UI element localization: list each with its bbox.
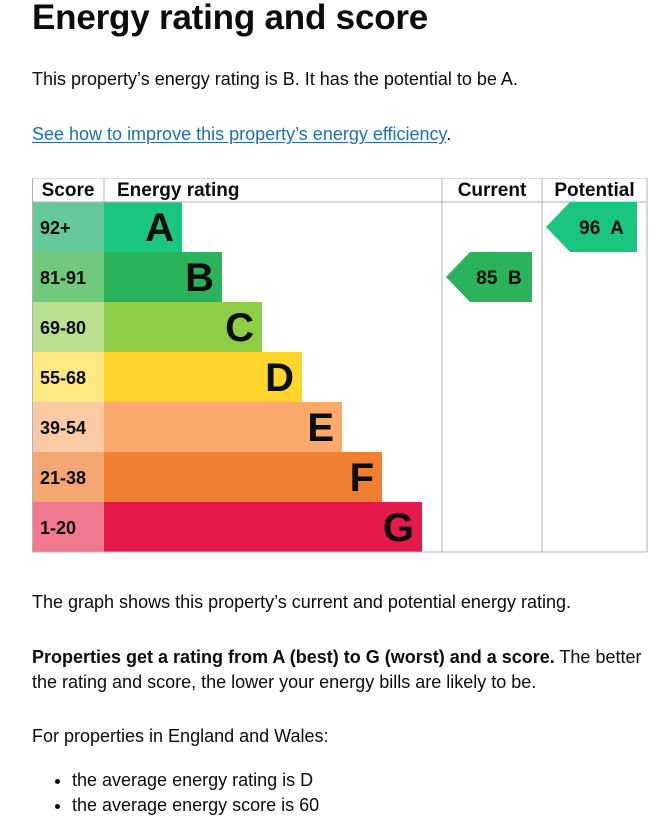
improve-link-suffix: . (446, 124, 452, 144)
score-cell-g (32, 502, 104, 552)
score-cell-b (32, 252, 104, 302)
score-range-a: 92+ (40, 218, 71, 238)
potential-rating-label: 96 A (579, 218, 624, 239)
band-letter-f: F (350, 456, 374, 500)
header-energy-rating: Energy rating (117, 180, 239, 201)
page-title: Energy rating and score (32, 0, 429, 37)
band-letter-a: A (145, 206, 174, 250)
score-range-b: 81-91 (40, 268, 86, 288)
potential-rating-arrow (546, 202, 637, 252)
score-range-e: 39-54 (40, 418, 86, 438)
score-range-d: 55-68 (40, 368, 86, 388)
band-bar-c (104, 302, 262, 352)
list-item: the average energy score is 60 (72, 793, 319, 818)
band-bar-d (104, 352, 302, 402)
band-letter-c: C (225, 306, 254, 350)
intro-text: This property’s energy rating is B. It h… (32, 69, 518, 89)
graph-note: The graph shows this property’s current … (32, 592, 571, 612)
score-cell-d (32, 352, 104, 402)
score-range-g: 1-20 (40, 518, 76, 538)
ratings-bold-text: Properties get a rating from A (best) to… (32, 647, 555, 667)
band-letter-b: B (185, 256, 214, 300)
score-range-c: 69-80 (40, 318, 86, 338)
energy-rating-graph: Score Energy rating Current Potential 92+ A 81… (32, 177, 648, 553)
current-rating-label: 85 B (476, 268, 521, 289)
energy-rating-chart: Score Energy rating Current Potential 92+ A 81… (32, 177, 648, 554)
header-potential: Potential (554, 180, 634, 201)
score-cell-e (32, 402, 104, 452)
england-wales-text: For properties in England and Wales: (32, 726, 329, 746)
ratings-rest-text: The better the rating and score, the low… (32, 647, 642, 692)
band-bar-b (104, 252, 222, 302)
improve-paragraph: See how to improve this property’s energ… (32, 122, 451, 147)
score-cell-f (32, 452, 104, 502)
averages-list: the average energy rating is D the avera… (32, 768, 319, 818)
score-cell-c (32, 302, 104, 352)
improve-efficiency-link[interactable]: See how to improve this property’s energ… (32, 124, 447, 144)
band-bar-a (104, 202, 182, 252)
current-rating-arrow (446, 252, 532, 302)
score-cell-a (32, 202, 104, 252)
header-score: Score (42, 180, 95, 201)
score-range-f: 21-38 (40, 468, 86, 488)
band-bar-e (104, 402, 342, 452)
band-letter-e: E (307, 406, 334, 450)
band-letter-d: D (265, 356, 294, 400)
ratings-explanation: Properties get a rating from A (best) to… (32, 645, 652, 695)
band-bar-g (104, 502, 422, 552)
band-letter-g: G (383, 506, 414, 550)
list-item: the average energy rating is D (72, 768, 319, 793)
band-bar-f (104, 452, 382, 502)
header-current: Current (458, 180, 527, 201)
